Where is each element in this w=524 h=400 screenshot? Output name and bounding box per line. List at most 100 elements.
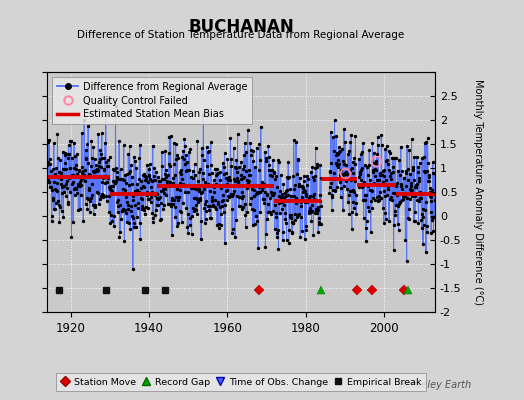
Point <box>74 182 82 189</box>
Point <box>282 220 290 226</box>
Point <box>373 151 381 158</box>
Point <box>235 203 243 209</box>
Point <box>114 197 122 203</box>
Point <box>108 183 117 189</box>
Point <box>140 170 148 177</box>
Point <box>403 166 412 172</box>
Point <box>149 143 157 149</box>
Point <box>303 197 312 203</box>
Point <box>395 201 403 208</box>
Point <box>246 152 255 158</box>
Point <box>422 249 430 255</box>
Point <box>241 201 249 207</box>
Point <box>390 190 399 196</box>
Point <box>424 172 433 178</box>
Point <box>146 191 155 197</box>
Point <box>269 208 277 214</box>
Point <box>250 206 258 213</box>
Point <box>167 202 175 208</box>
Point <box>190 161 199 168</box>
Point <box>177 209 185 215</box>
Point <box>373 177 381 184</box>
Point <box>127 181 136 187</box>
Point <box>107 188 116 194</box>
Point <box>397 143 405 150</box>
Point <box>110 213 118 219</box>
Point <box>282 237 291 243</box>
Point <box>71 192 79 198</box>
Point <box>392 202 400 208</box>
Point <box>90 168 99 174</box>
Point <box>370 196 379 203</box>
Point <box>263 192 271 198</box>
Point <box>46 156 54 162</box>
Point <box>59 214 68 220</box>
Point <box>366 187 374 193</box>
Point <box>248 182 256 188</box>
Point <box>383 157 391 163</box>
Point <box>374 198 382 204</box>
Point <box>223 181 231 188</box>
Point <box>147 198 155 205</box>
Point <box>156 216 165 222</box>
Point <box>206 203 214 210</box>
Point <box>412 184 420 190</box>
Point <box>133 180 141 187</box>
Point <box>144 196 152 203</box>
Point <box>345 210 353 217</box>
Point <box>346 167 354 173</box>
Point <box>106 186 114 193</box>
Point <box>255 140 264 147</box>
Point <box>343 186 351 192</box>
Point <box>362 192 370 198</box>
Point <box>162 167 170 174</box>
Point <box>92 166 100 173</box>
Point <box>308 208 316 214</box>
Point <box>394 202 402 209</box>
Point <box>288 219 296 225</box>
Point <box>100 167 108 174</box>
Point <box>168 195 177 202</box>
Point <box>339 158 347 164</box>
Point <box>67 174 75 181</box>
Point <box>349 159 357 166</box>
Point <box>201 220 209 226</box>
Point <box>67 234 75 240</box>
Point <box>48 213 56 220</box>
Point <box>332 160 340 166</box>
Point <box>105 208 113 215</box>
Point <box>260 200 268 206</box>
Point <box>124 206 132 213</box>
Point <box>51 186 59 192</box>
Point <box>145 166 153 172</box>
Point <box>326 168 334 174</box>
Point <box>397 182 406 189</box>
Point <box>48 197 57 203</box>
Point <box>128 173 136 180</box>
Point <box>285 174 293 180</box>
Point <box>79 174 88 180</box>
Point <box>355 184 363 190</box>
Point <box>405 206 413 212</box>
Point <box>123 199 132 205</box>
Point <box>63 199 72 205</box>
Point <box>368 167 377 173</box>
Point <box>201 200 210 207</box>
Point <box>298 193 306 200</box>
Point <box>64 175 73 182</box>
Point <box>425 189 434 195</box>
Point <box>288 228 297 235</box>
Point <box>213 170 222 177</box>
Point <box>108 190 116 196</box>
Point <box>210 177 218 183</box>
Point <box>348 165 356 172</box>
Point <box>161 171 169 178</box>
Point <box>403 143 411 150</box>
Point <box>50 140 58 146</box>
Point <box>334 151 343 157</box>
Point <box>219 160 227 166</box>
Point <box>182 205 191 212</box>
Point <box>139 207 148 214</box>
Point <box>418 154 426 161</box>
Point <box>407 180 415 186</box>
